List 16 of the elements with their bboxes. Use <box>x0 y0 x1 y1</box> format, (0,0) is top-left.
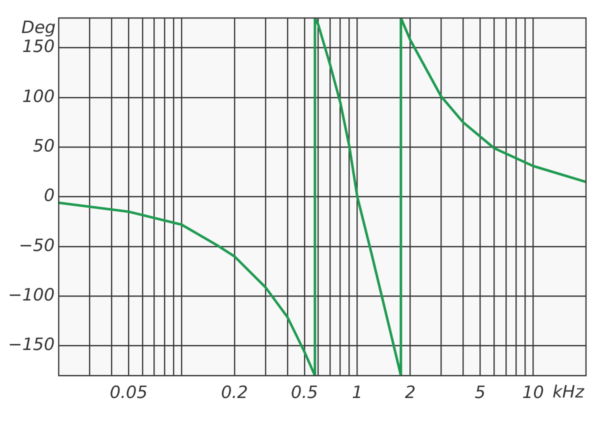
x-tick-label: 2 <box>404 383 416 404</box>
y-tick-label: 50 <box>33 136 55 157</box>
y-tick-label: −100 <box>8 286 55 306</box>
y-tick-label: −150 <box>8 335 55 356</box>
y-tick-label: −50 <box>18 236 55 256</box>
y-tick-label: 100 <box>22 86 55 107</box>
x-tick-label: 0.05 <box>110 383 148 404</box>
y-tick-label: 150 <box>22 37 55 58</box>
x-tick-label: 5 <box>474 383 486 404</box>
x-tick-label: 0.5 <box>290 383 318 404</box>
y-tick-label: 0 <box>44 186 55 206</box>
x-axis-title: kHz <box>552 382 586 403</box>
y-axis-title: Deg <box>21 18 56 38</box>
x-tick-label: 0.2 <box>220 383 248 404</box>
x-tick-label: 1 <box>352 383 363 404</box>
x-tick-label: 10 <box>522 383 544 404</box>
